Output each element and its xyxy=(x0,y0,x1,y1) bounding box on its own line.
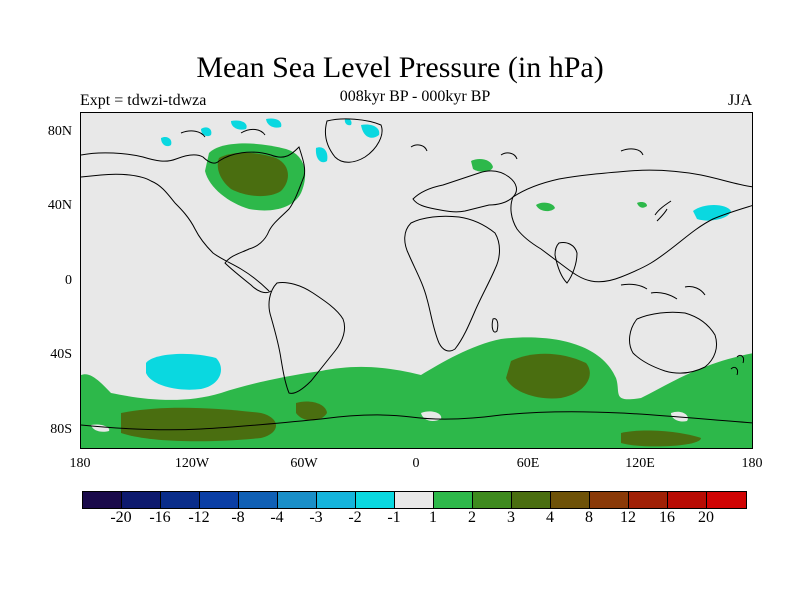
colorbar-swatch xyxy=(356,492,395,508)
colorbar-label: 12 xyxy=(620,509,636,526)
colorbar-swatch xyxy=(707,492,746,508)
colorbar-label: 3 xyxy=(507,509,515,526)
coast-madagascar xyxy=(491,318,499,333)
anomaly-north-america-olive xyxy=(217,152,288,197)
colorbar-swatch xyxy=(161,492,200,508)
anomaly-south-pacific-cyan xyxy=(146,353,221,390)
coast-australia xyxy=(629,311,718,374)
colorbar-label: 2 xyxy=(468,509,476,526)
lon-tick-label: 60E xyxy=(516,456,540,471)
coast-new-zealand xyxy=(730,354,744,376)
colorbar-swatch xyxy=(590,492,629,508)
anomaly-southern-ocean-olive-1 xyxy=(506,353,590,399)
colorbar-label: -8 xyxy=(231,509,245,526)
coast-europe xyxy=(412,170,517,213)
coastlines xyxy=(81,118,752,431)
colorbar-label: 4 xyxy=(546,509,554,526)
lon-tick-label: 120W xyxy=(174,456,210,471)
anomaly-southern-ocean-olive-4 xyxy=(621,430,701,447)
anomaly-arctic-cyan-2 xyxy=(161,136,172,147)
anomaly-arctic-cyan-7 xyxy=(344,118,352,126)
colorbar-label: -2 xyxy=(348,509,362,526)
coast-north-america xyxy=(81,146,306,294)
anomaly-central-asia-green xyxy=(536,202,555,212)
map-svg xyxy=(81,118,752,448)
anomaly-southern-ocean-olive-2 xyxy=(121,407,276,442)
colorbar-swatch xyxy=(239,492,278,508)
lon-tick-label: 60W xyxy=(290,456,318,471)
colorbar-swatch xyxy=(200,492,239,508)
colorbar-swatch xyxy=(278,492,317,508)
anomaly-arctic-cyan-1 xyxy=(201,127,212,137)
colorbar-swatch xyxy=(551,492,590,508)
lat-tick-label: 0 xyxy=(65,273,72,288)
coast-antarctica xyxy=(81,411,752,431)
coast-arctic-islands xyxy=(180,128,644,160)
lon-tick-label: 180 xyxy=(69,456,91,471)
colorbar-label: 8 xyxy=(585,509,593,526)
colorbar-swatch xyxy=(122,492,161,508)
lat-tick-label: 80S xyxy=(50,422,72,437)
coast-japan xyxy=(654,200,672,222)
anomaly-arctic-cyan-4 xyxy=(266,118,282,128)
anomaly-southern-ocean-olive-3 xyxy=(296,401,327,421)
colorbar-swatch xyxy=(629,492,668,508)
coast-indonesia xyxy=(620,283,706,300)
colorbar-swatch xyxy=(473,492,512,508)
lon-tick-label: 0 xyxy=(412,456,420,471)
colorbar-label: -12 xyxy=(188,509,210,526)
colorbar-swatch xyxy=(83,492,122,508)
anomaly-fills xyxy=(81,118,752,448)
colorbar-label: -20 xyxy=(110,509,132,526)
experiment-label: Expt = tdwzi-tdwza xyxy=(80,92,207,109)
anomaly-arctic-cyan-3 xyxy=(231,120,247,130)
colorbar-label: -1 xyxy=(387,509,401,526)
chart-subtitle: 008kyr BP - 000kyr BP xyxy=(339,88,491,105)
lat-tick-label: 40S xyxy=(50,347,72,362)
coast-greenland xyxy=(324,118,383,163)
coast-india xyxy=(554,242,578,284)
colorbar-swatch xyxy=(434,492,473,508)
map-panel xyxy=(80,112,753,449)
colorbar-label: -4 xyxy=(270,509,284,526)
colorbar-label: 20 xyxy=(698,509,714,526)
coast-south-america xyxy=(268,282,346,394)
anomaly-arctic-cyan-5 xyxy=(361,124,380,138)
colorbar-swatch xyxy=(668,492,707,508)
coast-asia xyxy=(510,169,752,283)
colorbar-label: 1 xyxy=(429,509,437,526)
colorbar xyxy=(82,491,747,509)
colorbar-swatch xyxy=(317,492,356,508)
colorbar-label: 16 xyxy=(659,509,675,526)
anomaly-nw-pacific-cyan xyxy=(693,205,731,221)
colorbar-label: -16 xyxy=(149,509,171,526)
anomaly-arctic-cyan-6 xyxy=(315,147,328,163)
lon-tick-label: 180 xyxy=(741,456,763,471)
lat-tick-label: 40N xyxy=(47,198,72,213)
colorbar-swatch xyxy=(395,492,434,508)
season-label: JJA xyxy=(727,92,752,109)
anomaly-east-asia-green xyxy=(637,202,647,208)
colorbar-swatch xyxy=(512,492,551,508)
chart-title: Mean Sea Level Pressure (in hPa) xyxy=(196,51,604,84)
colorbar-label: -3 xyxy=(309,509,323,526)
lat-tick-label: 80N xyxy=(47,124,72,139)
anomaly-scandinavia-green xyxy=(471,159,493,172)
lon-tick-label: 120E xyxy=(625,456,655,471)
coast-africa xyxy=(404,215,500,352)
